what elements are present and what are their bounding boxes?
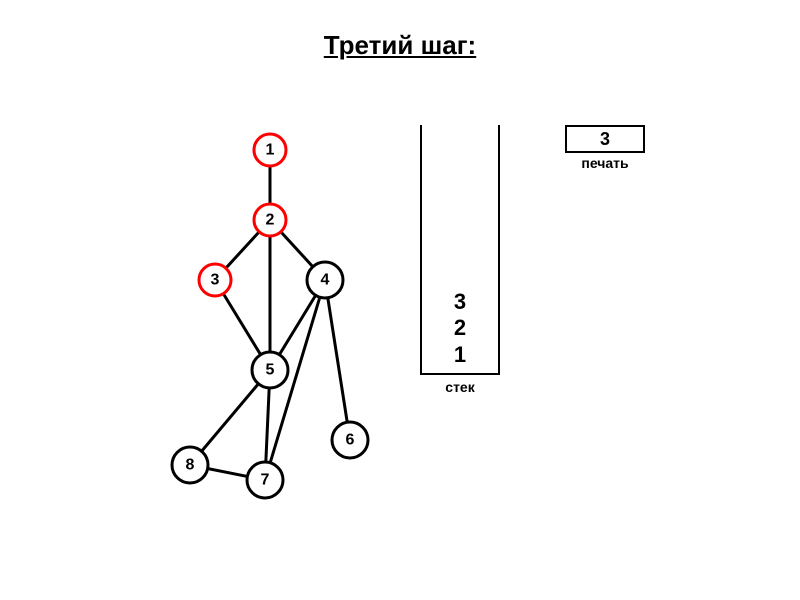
stack-label: стек <box>420 379 500 395</box>
stack-item: 3 <box>422 289 498 315</box>
graph-svg: 1 2 3 4 5 6 7 8 <box>150 120 390 520</box>
graph-node-label: 6 <box>346 432 355 449</box>
print-label: печать <box>565 155 645 171</box>
graph-node-label: 2 <box>266 212 275 229</box>
graph-node-label: 8 <box>186 457 195 474</box>
graph-node-label: 3 <box>211 272 220 289</box>
edge <box>325 280 350 440</box>
graph-node-label: 4 <box>321 272 330 289</box>
page-title: Третий шаг: <box>0 30 800 61</box>
print-box: 3 <box>565 125 645 153</box>
graph-node-label: 7 <box>261 472 270 489</box>
graph-node-label: 5 <box>266 362 275 379</box>
stack-panel: 321 стек <box>420 125 500 395</box>
stack-item: 1 <box>422 342 498 368</box>
graph-node-label: 1 <box>266 142 275 159</box>
stack-item: 2 <box>422 315 498 341</box>
print-panel: 3 печать <box>565 125 645 171</box>
graph-diagram: 1 2 3 4 5 6 7 8 <box>150 120 390 520</box>
stack-box: 321 <box>420 125 500 375</box>
stack-items: 321 <box>422 289 498 368</box>
